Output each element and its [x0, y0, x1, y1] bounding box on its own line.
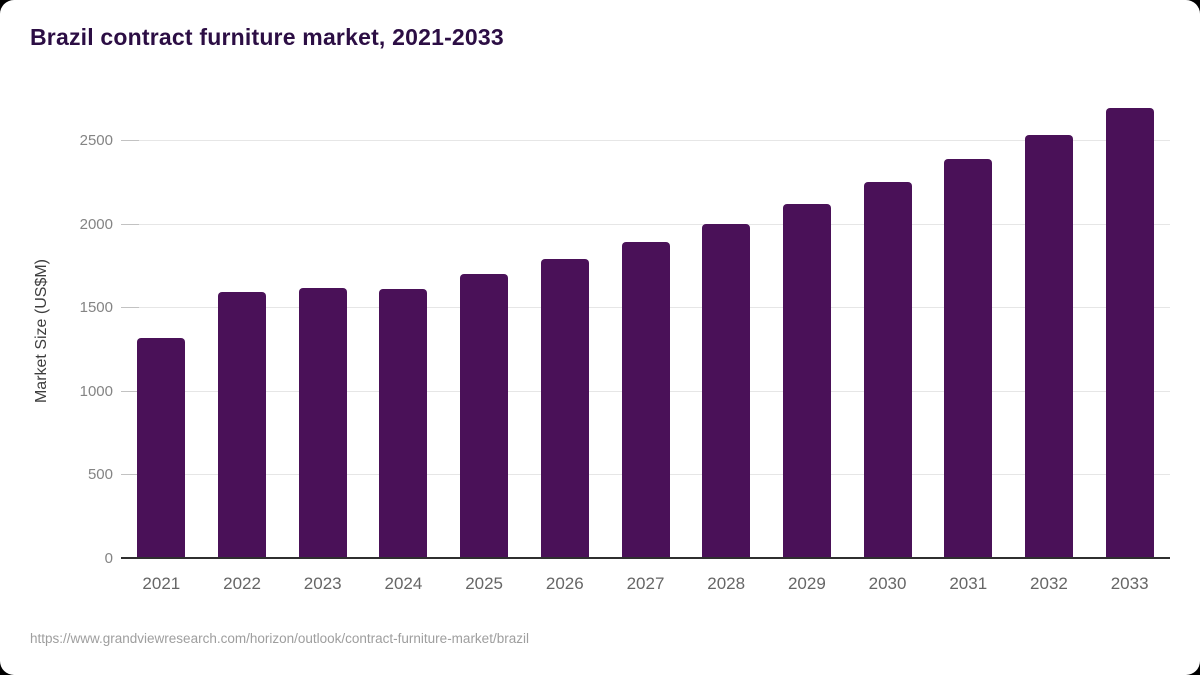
y-tick-mark: [121, 140, 139, 142]
bar-2022: [218, 292, 267, 558]
y-axis-title: Market Size (US$M): [33, 258, 50, 404]
x-tick-label: 2025: [465, 574, 504, 593]
y-tick-mark: [121, 307, 139, 309]
x-tick-label: 2021: [142, 574, 181, 593]
bar-2029: [782, 203, 831, 558]
x-tick-label: 2033: [1110, 574, 1149, 593]
y-tick-label: 0: [104, 550, 113, 567]
bar-2025: [460, 273, 509, 558]
x-tick-label: 2029: [787, 574, 826, 593]
bar-2031: [944, 159, 993, 558]
y-tick-mark: [121, 390, 139, 392]
x-tick-label: 2028: [707, 574, 746, 593]
bar-2032: [1024, 135, 1073, 558]
y-tick-label: 1000: [79, 382, 113, 400]
gridline: [121, 223, 1170, 225]
x-tick-label: 2030: [868, 574, 907, 593]
bar-2021: [137, 338, 186, 558]
y-tick-label: 2000: [79, 215, 113, 233]
x-tick-label: 2022: [223, 574, 261, 593]
y-tick-label: 500: [87, 466, 113, 484]
y-tick-label: 2500: [79, 132, 113, 150]
x-tick-label: 2032: [1030, 574, 1068, 593]
y-tick-mark: [121, 223, 139, 225]
x-tick-label: 2024: [384, 574, 423, 593]
x-tick-label: 2023: [303, 574, 342, 593]
plot-area: 0 500 1000 1500 2000 2500 2021 2022 2023 2024 2025…: [80, 100, 1170, 592]
bar-2023: [298, 288, 347, 558]
x-axis-line: [121, 557, 1170, 559]
bar-2028: [702, 223, 751, 558]
gridline: [121, 140, 1170, 142]
bar-2024: [379, 288, 428, 558]
x-tick-label: 2026: [545, 574, 584, 593]
x-tick-label: 2027: [626, 574, 665, 593]
bar-2026: [540, 258, 589, 558]
y-tick-label: 1500: [79, 299, 113, 317]
bar-2027: [621, 242, 670, 558]
y-tick-mark: [121, 474, 139, 476]
chart-title: Brazil contract furniture market, 2021-2…: [30, 24, 504, 50]
bar-2033: [1105, 108, 1154, 558]
x-tick-label: 2031: [949, 574, 988, 593]
source-url-text: https://www.grandviewresearch.com/horizo…: [30, 631, 529, 646]
bar-2030: [863, 181, 912, 558]
